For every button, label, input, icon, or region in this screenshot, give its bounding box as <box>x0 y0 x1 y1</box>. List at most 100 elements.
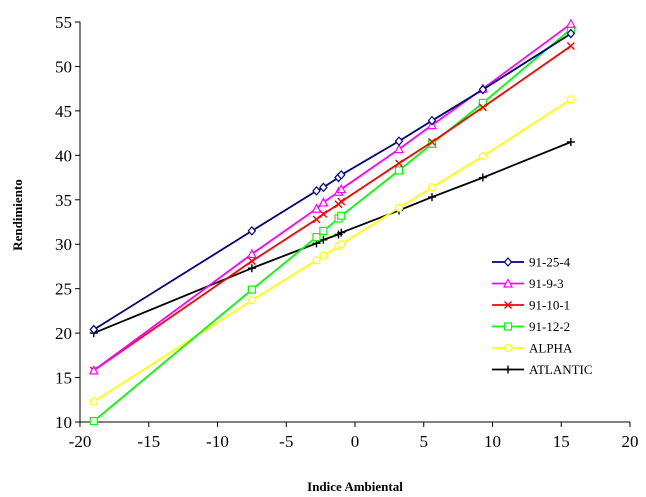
y-tick-label: 15 <box>55 369 72 388</box>
data-point <box>394 136 404 147</box>
y-axis-title: Rendimiento <box>10 179 25 251</box>
data-point <box>247 264 256 273</box>
data-point <box>478 103 487 112</box>
series-91-10-1 <box>89 42 575 375</box>
legend-label: 91-25-4 <box>529 255 571 270</box>
data-point <box>428 138 436 146</box>
data-point <box>319 251 328 260</box>
data-point <box>394 166 404 175</box>
data-point <box>319 210 328 218</box>
series-line <box>93 45 572 372</box>
series-91-12-2 <box>89 25 575 426</box>
data-point <box>478 84 488 95</box>
y-tick-label: 50 <box>55 57 72 76</box>
data-point <box>395 159 403 168</box>
legend-swatch-marker <box>503 278 513 288</box>
data-point <box>89 397 98 406</box>
series-line <box>93 141 572 334</box>
series-ALPHA <box>89 95 575 406</box>
series-line <box>93 32 572 331</box>
data-point <box>312 185 321 196</box>
y-tick-label: 25 <box>55 280 72 299</box>
data-point <box>336 183 347 194</box>
data-point <box>319 182 328 193</box>
data-point <box>312 215 321 224</box>
y-tick-label: 10 <box>55 413 72 432</box>
data-point <box>337 240 346 249</box>
data-point <box>89 324 99 335</box>
data-point <box>394 143 404 154</box>
data-point <box>246 248 257 259</box>
y-tick-label: 35 <box>55 191 72 210</box>
y-tick-label: 45 <box>55 102 72 121</box>
data-point <box>319 226 328 235</box>
legend-swatch-marker <box>504 365 512 374</box>
data-point <box>337 211 346 220</box>
series-ATLANTIC <box>89 138 575 338</box>
data-point <box>566 95 575 104</box>
data-point <box>336 169 346 180</box>
data-point <box>394 203 404 212</box>
data-point <box>427 183 437 192</box>
data-point <box>311 203 322 213</box>
legend-item: ATLANTIC <box>492 362 593 377</box>
series-line <box>93 28 572 422</box>
data-point <box>312 256 321 265</box>
legend-item: 91-25-4 <box>492 255 571 270</box>
x-tick-label: 10 <box>484 432 501 451</box>
y-tick-label: 30 <box>55 235 72 254</box>
data-point <box>566 42 575 50</box>
x-tick-label: -10 <box>206 432 229 451</box>
data-point <box>565 18 576 28</box>
series-line <box>93 98 572 403</box>
data-point <box>247 257 256 266</box>
series-91-25-4 <box>89 28 576 335</box>
data-point <box>319 235 328 244</box>
legend-item: 91-10-1 <box>492 298 570 313</box>
data-point <box>88 365 99 375</box>
legend-label: ALPHA <box>529 341 573 356</box>
data-point <box>478 152 487 161</box>
data-point <box>89 417 98 426</box>
legend-item: 91-9-3 <box>492 276 564 291</box>
axes: 10 15 20 25 30 35 40 45 50 55 -20 -15 -10 -5 0 5 10 15 20 <box>55 13 639 451</box>
legend-swatch-marker <box>503 343 513 353</box>
data-point <box>337 228 346 237</box>
y-tick-label: 40 <box>55 146 72 165</box>
x-tick-label: -5 <box>279 432 293 451</box>
data-point <box>566 138 575 146</box>
series-91-9-3 <box>88 18 576 375</box>
legend: 91-25-4 91-9-3 91-10-1 91-12-2 ALPHA ATLANTIC <box>492 255 593 377</box>
y-tick-label: 20 <box>55 324 72 343</box>
legend-label: 91-10-1 <box>529 298 570 313</box>
data-point <box>337 197 346 206</box>
data-point <box>318 197 329 207</box>
legend-item: ALPHA <box>492 341 573 356</box>
legend-swatch-marker <box>503 322 513 331</box>
data-point <box>247 296 256 305</box>
legend-label: 91-12-2 <box>529 319 570 334</box>
series-line <box>93 23 572 372</box>
x-tick-label: -20 <box>69 432 92 451</box>
data-point <box>478 173 487 182</box>
data-point <box>312 233 321 242</box>
legend-label: ATLANTIC <box>529 362 593 377</box>
data-point <box>427 115 437 126</box>
legend-label: 91-9-3 <box>529 276 564 291</box>
data-point <box>247 285 256 294</box>
x-tick-label: 15 <box>553 432 570 451</box>
legend-swatch-marker <box>504 301 512 309</box>
data-point <box>566 28 576 39</box>
x-tick-label: 0 <box>351 432 360 451</box>
x-tick-label: 20 <box>622 432 639 451</box>
data-point <box>247 225 257 236</box>
x-tick-label: -15 <box>137 432 160 451</box>
data-point <box>428 193 436 202</box>
y-tick-label: 55 <box>55 13 72 32</box>
legend-swatch-marker <box>503 257 513 267</box>
x-tick-label: 5 <box>420 432 429 451</box>
plot-area <box>88 18 576 426</box>
x-axis-title: Indice Ambiental <box>307 479 403 494</box>
legend-item: 91-12-2 <box>492 319 570 334</box>
